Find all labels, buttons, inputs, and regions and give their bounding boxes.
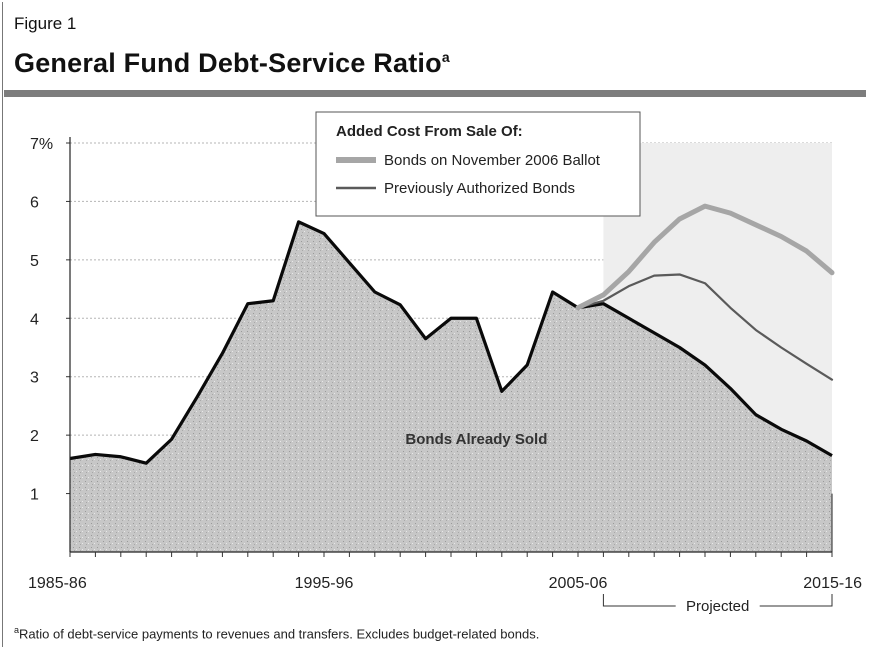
x-tick-label: 2005-06 [549, 575, 608, 592]
chart-title: General Fund Debt-Service Ratioa [14, 48, 450, 79]
axes: 7% 6 5 4 3 2 1 1985-86 1995-96 2005-06 2015-16 [28, 136, 862, 592]
y-tick-label: 5 [30, 253, 39, 270]
footnote-text: Ratio of debt-service payments to revenu… [19, 626, 540, 642]
footnote-marker: a [14, 625, 20, 635]
series-line-previously-authorized [576, 273, 834, 381]
y-tick-label: 2 [30, 428, 39, 445]
title-rule [4, 90, 866, 97]
annotations: Bonds Already Sold Projected [405, 431, 833, 615]
series-lines-group [575, 203, 835, 381]
series-area-bonds-already-sold [70, 221, 832, 552]
figure-label: Figure 1 [14, 14, 77, 33]
y-tick-label: 3 [30, 370, 39, 387]
legend: Added Cost From Sale Of: Bonds on Novembe… [315, 111, 641, 217]
legend-item-label: Previously Authorized Bonds [384, 180, 575, 197]
legend-item-label: Bonds on November 2006 Ballot [384, 152, 601, 169]
title-note-marker: a [441, 49, 450, 65]
y-tick-label: 1 [30, 487, 39, 504]
x-tick-label: 1985-86 [28, 575, 87, 592]
projected-label: Projected [686, 598, 749, 615]
series-area-group [69, 220, 833, 552]
y-tick-label: 7% [30, 136, 53, 153]
series-line-bonds-already-sold [69, 220, 833, 465]
legend-box [315, 111, 641, 217]
projected-label-bg [675, 596, 760, 612]
x-tick-label: 1995-96 [295, 575, 354, 592]
y-tick-label: 6 [30, 194, 39, 211]
series-line-november-2006-ballot [575, 203, 835, 311]
x-tick-label: 2015-16 [803, 575, 862, 592]
legend-title: Added Cost From Sale Of: [336, 123, 523, 140]
footnote: aRatio of debt-service payments to reven… [14, 625, 539, 641]
chart-title-text: General Fund Debt-Service Ratio [14, 48, 442, 78]
y-tick-label: 4 [30, 311, 39, 328]
area-label-bonds-already-sold: Bonds Already Sold [405, 431, 547, 448]
